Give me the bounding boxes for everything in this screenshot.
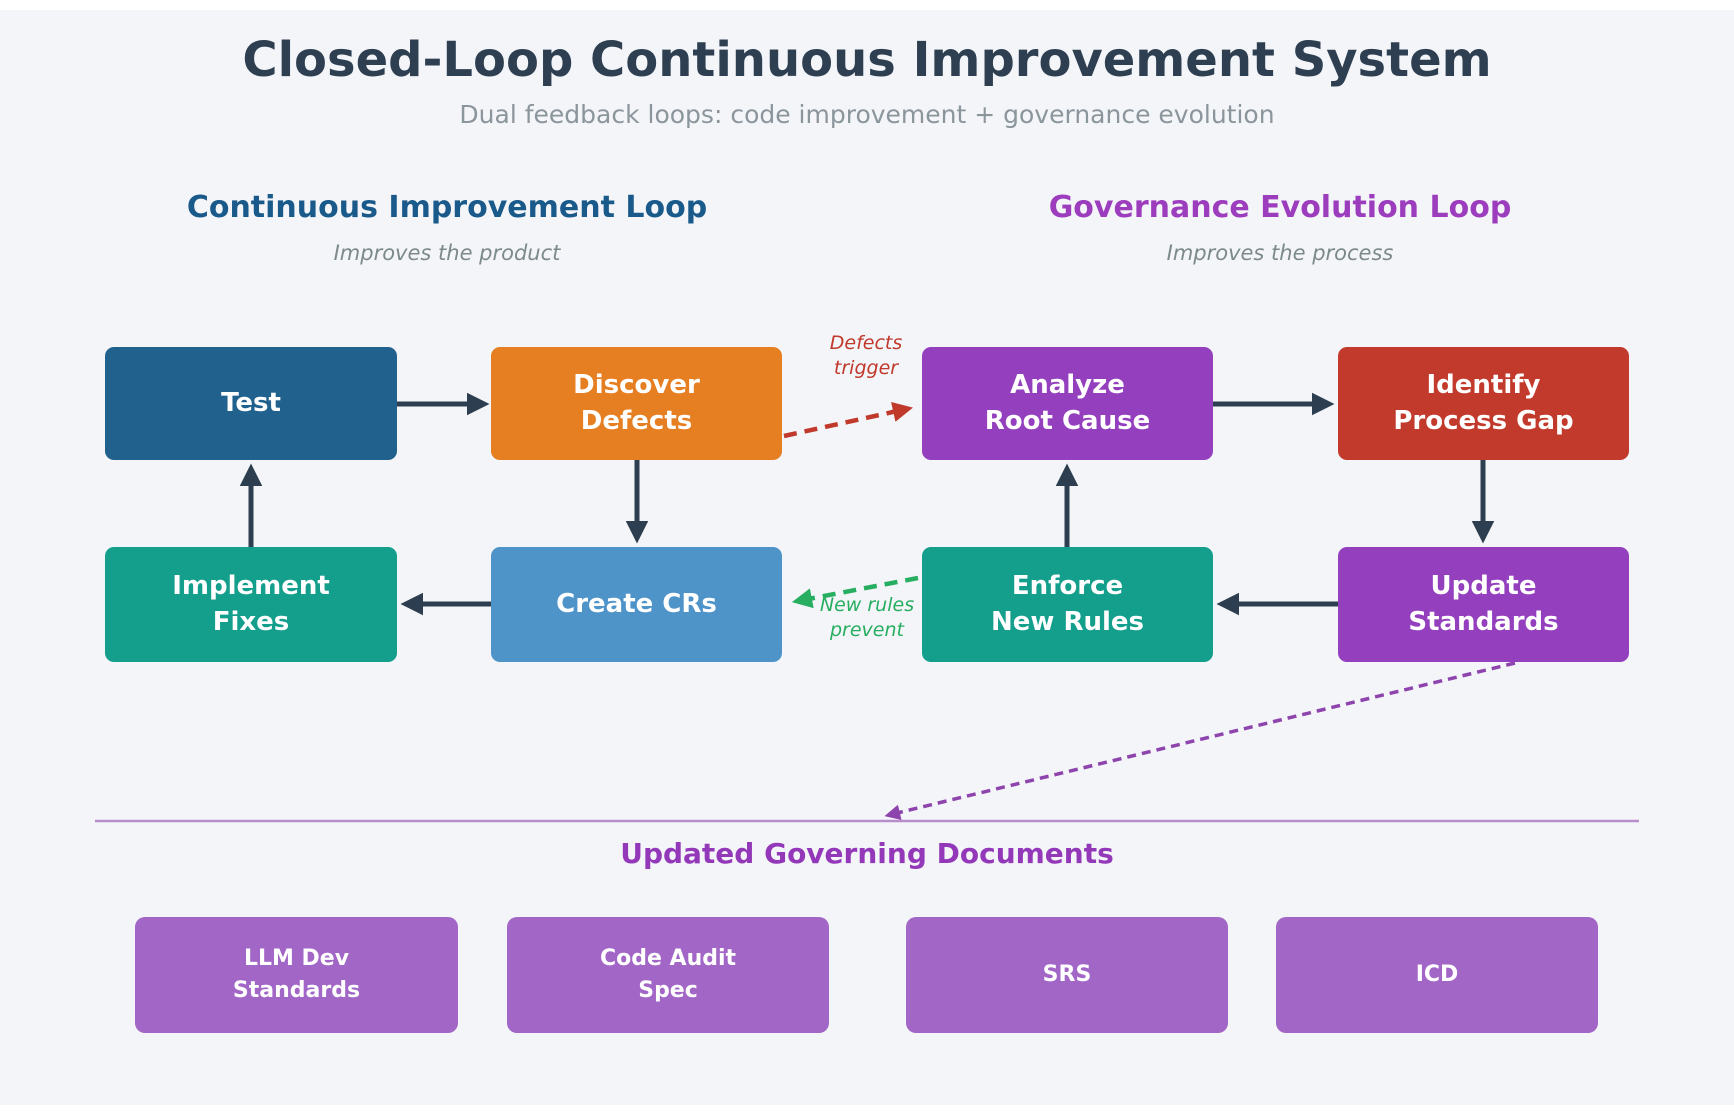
left-loop-heading: Continuous Improvement Loop <box>186 190 708 225</box>
doc-srs: SRS <box>906 917 1228 1033</box>
node-analyze-root-cause: Analyze Root Cause <box>922 347 1213 460</box>
doc-llm-dev-standards: LLM Dev Standards <box>135 917 458 1033</box>
node-identify-process-gap: Identify Process Gap <box>1338 347 1629 460</box>
edge-label-defects-trigger: Defects trigger <box>829 332 903 380</box>
node-test: Test <box>105 347 397 460</box>
arrow-update-to-documents <box>884 661 1516 821</box>
left-loop-tagline: Improves the product <box>333 241 561 265</box>
bottom-margin <box>0 1105 1734 1118</box>
top-margin <box>0 0 1734 10</box>
page-title: Closed-Loop Continuous Improvement Syste… <box>242 32 1492 88</box>
doc-code-audit-spec: Code Audit Spec <box>507 917 829 1033</box>
documents-section-heading: Updated Governing Documents <box>620 837 1114 870</box>
node-update-standards: Update Standards <box>1338 547 1629 662</box>
node-implement-fixes: Implement Fixes <box>105 547 397 662</box>
node-create-crs: Create CRs <box>491 547 782 662</box>
edge-label-new-rules-prevent: New rules prevent <box>819 594 915 642</box>
page-subtitle: Dual feedback loops: code improvement + … <box>459 100 1275 129</box>
doc-icd: ICD <box>1276 917 1598 1033</box>
arrow-defects-trigger <box>783 402 913 439</box>
node-discover-defects: Discover Defects <box>491 347 782 460</box>
node-enforce-new-rules: Enforce New Rules <box>922 547 1213 662</box>
right-loop-heading: Governance Evolution Loop <box>1048 190 1512 225</box>
right-loop-tagline: Improves the process <box>1166 241 1394 265</box>
